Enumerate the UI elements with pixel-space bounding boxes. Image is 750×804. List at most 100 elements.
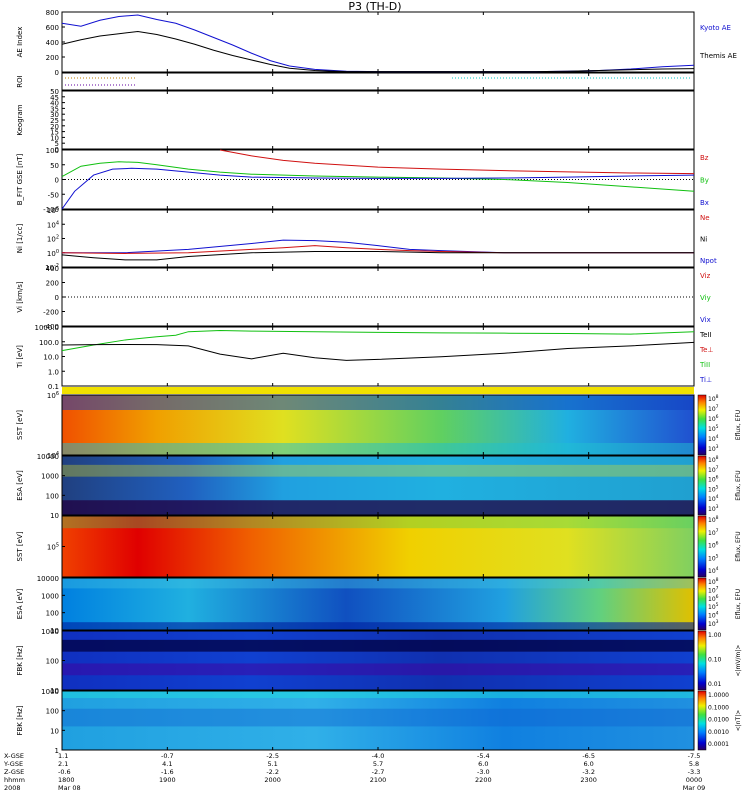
x-axis-tick-value: -3.0 <box>477 768 490 776</box>
fbk2-colorbar-tick: 0.0001 <box>708 741 729 748</box>
ae-legend-kyoto: Kyoto AE <box>700 24 731 32</box>
temperature-ytick-label: 1.0 <box>48 368 59 376</box>
sst1-colorbar-tick: 108 <box>708 394 719 403</box>
velocity-ytick-label: 200 <box>46 280 59 288</box>
density-ytick-label: 100 <box>47 249 59 258</box>
x-axis-tick-value: 5.7 <box>373 760 383 768</box>
x-axis-tick-value: -2.7 <box>372 768 385 776</box>
esa2-ytick-label: 10 <box>50 627 59 635</box>
sst1-colorbar-label: Eflux, EFU <box>735 410 742 440</box>
ae-ytick-label: 800 <box>46 9 59 17</box>
density-legend-ni: Ni <box>700 236 707 244</box>
x-axis-tick-value: 2000 <box>264 776 281 784</box>
ae-ytick-label: 600 <box>46 24 59 32</box>
x-axis-row-label: X-GSE <box>4 752 24 760</box>
esa1-colorbar-label: Eflux, EFU <box>735 470 742 500</box>
sst1-ytick-label: 106 <box>47 391 59 400</box>
ae-frame <box>61 11 695 73</box>
fbk2-colorbar-label: <|nT|> <box>735 710 742 732</box>
bfield-legend-bx: Bx <box>700 199 709 207</box>
fbk1-ylabel: FBK [Hz] <box>16 645 24 675</box>
velocity-ytick-label: -200 <box>43 309 59 317</box>
keogram-ytick-label: 35 <box>50 105 59 113</box>
temperature-ytick-label: 10.0 <box>43 354 59 362</box>
fbk2-ytick-label: 10 <box>50 727 59 735</box>
bfield-series-by <box>61 161 695 192</box>
fbk1-ytick-label: 1000 <box>41 628 59 636</box>
temperature-series-ti- <box>61 341 695 361</box>
ae-ytick-label: 200 <box>46 54 59 62</box>
esa2-colorbar-tick: 108 <box>708 577 719 586</box>
esa2-colorbar <box>697 577 707 631</box>
esa2-band <box>62 622 694 630</box>
x-axis-end-value: 0000 <box>686 776 703 784</box>
density-ytick-label: 102 <box>47 235 59 244</box>
x-axis-tick-value: 1900 <box>159 776 176 784</box>
sst2-colorbar-tick: 105 <box>708 553 719 562</box>
sst1-colorbar-tick: 106 <box>708 414 719 423</box>
fbk2-colorbar <box>697 690 707 751</box>
sst2-spectrogram <box>62 516 694 577</box>
esa1-ytick-label: 10000 <box>37 453 59 461</box>
fbk2-spectrogram <box>62 691 694 750</box>
velocity-legend-vix: Vix <box>700 316 711 324</box>
velocity-legend-viy: Viy <box>700 294 711 302</box>
x-axis-row-label: Y-GSE <box>3 760 23 768</box>
sst1-colorbar <box>697 394 707 456</box>
sst1-colorbar-tick: 104 <box>708 434 719 443</box>
ae-ytick-label: 0 <box>55 69 59 77</box>
x-axis-tick-value: -5.4 <box>477 752 490 760</box>
fbk1-ytick-label: 100 <box>46 658 59 666</box>
keogram-ytick-label: 20 <box>50 123 59 131</box>
ae-ytick-label: 400 <box>46 39 59 47</box>
sst2-colorbar-tick: 104 <box>708 566 719 575</box>
ephemeris-strip <box>62 387 694 394</box>
density-ytick-label: 10-2 <box>45 263 59 272</box>
keogram-ytick-label: 5 <box>55 140 59 148</box>
x-axis-tick-value: -3.2 <box>582 768 595 776</box>
fbk2-band <box>62 708 694 727</box>
x-axis-row-label: Z-GSE <box>4 768 24 776</box>
esa1-colorbar-tick: 106 <box>708 475 719 484</box>
velocity-ylabel: Vi [km/s] <box>16 281 24 312</box>
fbk1-colorbar-tick: 1.00 <box>708 632 722 639</box>
fbk1-band <box>62 663 694 676</box>
ae-legend-themis: Themis AE <box>699 52 737 60</box>
fbk2-colorbar-tick: 1.0000 <box>708 692 729 699</box>
x-axis-tick-value: 6.0 <box>478 760 488 768</box>
density-legend-npot: Npot <box>700 257 717 265</box>
esa1-colorbar-tick: 103 <box>708 504 719 513</box>
keogram-ytick-label: 10 <box>50 134 59 142</box>
sst2-band <box>62 516 694 529</box>
x-axis-start-value: Mar 08 <box>58 784 81 792</box>
sst2-colorbar-label: Eflux, EFU <box>735 531 742 561</box>
sst1-ytick-label: 104 <box>47 451 59 460</box>
esa1-ylabel: ESA [eV] <box>16 470 24 501</box>
keogram-ytick-label: 15 <box>50 129 59 137</box>
bfield-series-bz <box>219 149 695 175</box>
x-axis-tick-value: 2300 <box>580 776 597 784</box>
keogram-ytick-label: 30 <box>50 111 59 119</box>
x-axis-tick-value: -0.7 <box>161 752 174 760</box>
sst2-ylabel: SST [eV] <box>16 531 24 561</box>
esa1-colorbar-tick: 104 <box>708 494 719 503</box>
x-axis-start-value: -0.6 <box>58 768 71 776</box>
x-axis-row-label: 2008 <box>4 784 21 792</box>
sst2-colorbar <box>697 515 707 578</box>
density-ytick-label: 106 <box>47 206 59 215</box>
density-frame <box>61 209 695 268</box>
temperature-series-teii <box>61 330 695 352</box>
x-axis-end-value: -3.3 <box>688 768 701 776</box>
temperature-legend-ti-: Ti⊥ <box>699 376 712 384</box>
bfield-ytick-label: 0 <box>55 177 59 185</box>
x-axis-tick-value: 6.0 <box>583 760 593 768</box>
esa2-colorbar-tick: 106 <box>708 594 719 603</box>
fbk1-ytick-label: 10 <box>50 687 59 695</box>
sst2-colorbar-tick: 106 <box>708 541 719 550</box>
temperature-legend-te-: Te⊥ <box>699 346 714 354</box>
fbk1-band <box>62 639 694 652</box>
keogram-ytick-label: 50 <box>50 88 59 96</box>
esa1-band <box>62 464 694 477</box>
keogram-ytick-label: 25 <box>50 117 59 125</box>
esa2-colorbar-tick: 103 <box>708 619 719 628</box>
